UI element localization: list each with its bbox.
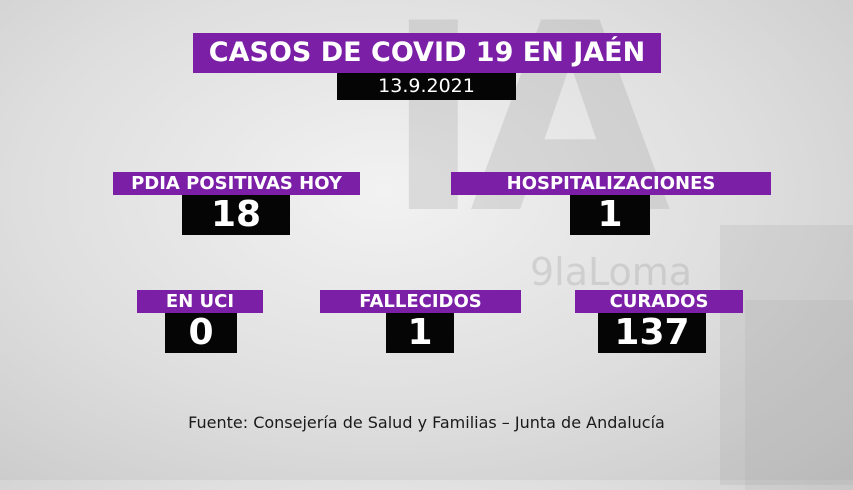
recovered-value: 137 — [598, 313, 706, 353]
page-title: CASOS DE COVID 19 EN JAÉN — [193, 33, 661, 73]
pdia-positives-label: PDIA POSITIVAS HOY — [113, 172, 360, 195]
deaths-value: 1 — [386, 313, 454, 353]
date-badge: 13.9.2021 — [337, 73, 516, 100]
background-watermark-block — [720, 225, 853, 485]
icu-label: EN UCI — [137, 290, 263, 313]
background-watermark-text: 9laLoma — [530, 250, 693, 294]
icu-value: 0 — [165, 313, 237, 353]
source-caption: Fuente: Consejería de Salud y Familias –… — [188, 413, 665, 432]
background-watermark-block — [745, 300, 853, 490]
pdia-positives-value: 18 — [182, 195, 290, 235]
hospitalizations-label: HOSPITALIZACIONES — [451, 172, 771, 195]
deaths-label: FALLECIDOS — [320, 290, 521, 313]
recovered-label: CURADOS — [575, 290, 743, 313]
hospitalizations-value: 1 — [570, 195, 650, 235]
